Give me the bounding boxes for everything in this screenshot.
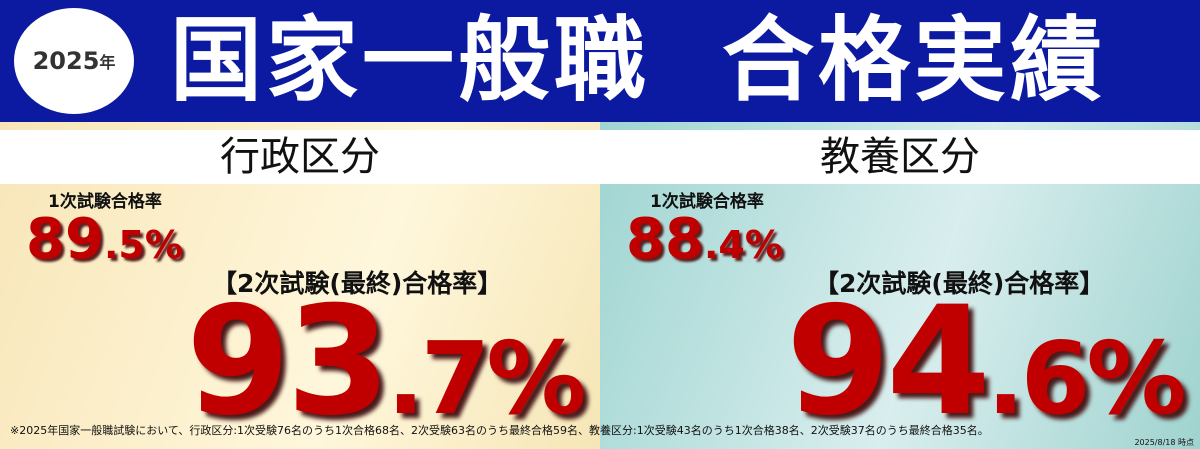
as-of-date: 2025/8/18 時点 [1134, 438, 1194, 447]
rate-dec: .7% [386, 320, 587, 437]
first-exam-label: 1次試験合格率 [48, 192, 162, 212]
rate-dec: .6% [986, 320, 1187, 437]
first-exam-rate: 89.5% [26, 212, 183, 270]
rate-dec: .5% [103, 223, 183, 267]
final-exam-rate: 94.6% [786, 287, 1187, 437]
year-badge-suffix: 年 [99, 53, 116, 72]
header-banner: 2025 年 国家一般職 合格実績 [0, 0, 1200, 122]
page-title: 国家一般職 合格実績 [170, 7, 1107, 114]
rate-int: 89 [26, 207, 104, 272]
final-exam-label: 【2次試験(最終)合格率】 [212, 269, 503, 298]
year-badge-year: 2025 [32, 47, 100, 75]
first-exam-rate: 88.4% [626, 212, 783, 270]
section-gyosei: 行政区分 1次試験合格率 89.5% 【2次試験(最終)合格率】 93.7% [0, 122, 600, 449]
rate-int: 88 [626, 207, 704, 272]
section-kyoyo: 教養区分 1次試験合格率 88.4% 【2次試験(最終)合格率】 94.6% [600, 122, 1200, 449]
section-title: 行政区分 [0, 130, 600, 184]
year-badge: 2025 年 [14, 8, 134, 114]
first-exam-label: 1次試験合格率 [650, 192, 764, 212]
rate-int: 94 [786, 275, 991, 449]
final-exam-label: 【2次試験(最終)合格率】 [814, 269, 1105, 298]
rate-dec: .4% [703, 223, 783, 267]
final-exam-rate: 93.7% [186, 287, 587, 437]
footnote: ※2025年国家一般職試験において、行政区分:1次受験76名のうち1次合格68名… [10, 424, 989, 437]
section-title: 教養区分 [600, 130, 1200, 184]
rate-int: 93 [186, 275, 391, 449]
